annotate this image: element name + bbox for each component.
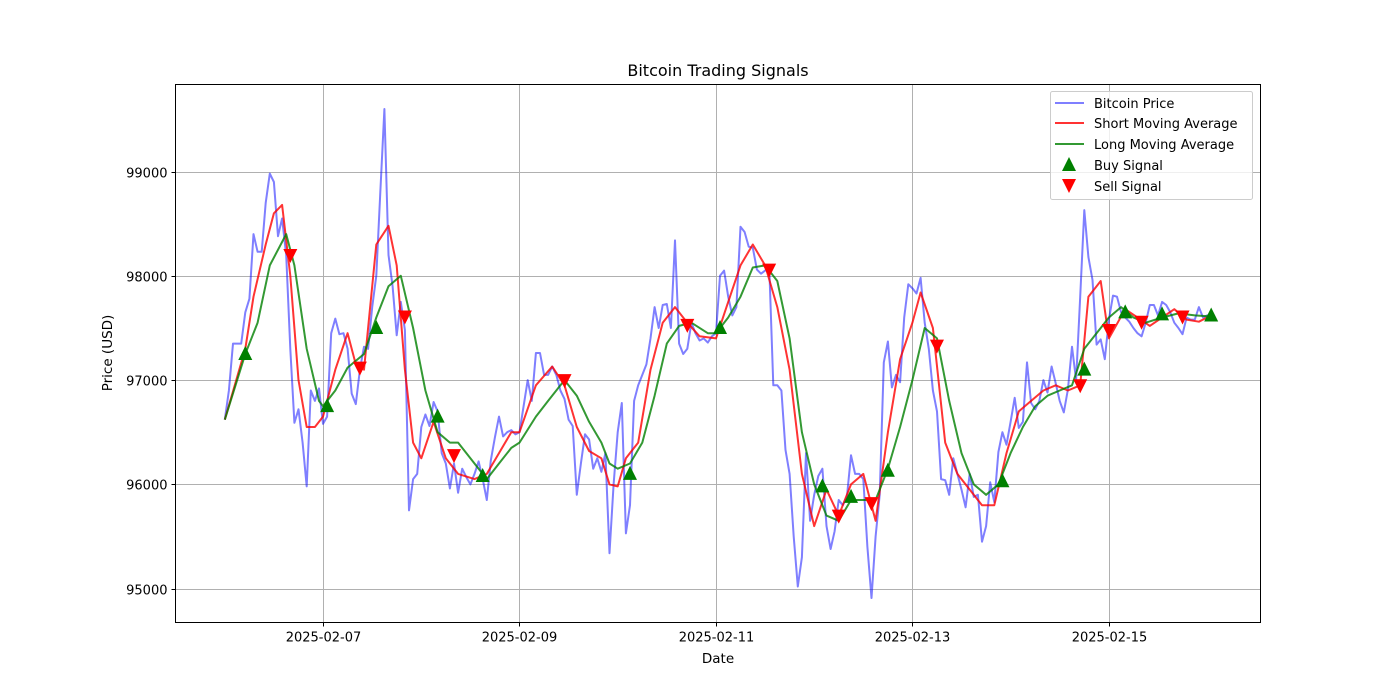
- legend-short-ma-label: Short Moving Average: [1094, 117, 1238, 132]
- sell-signal-marker: [397, 310, 412, 325]
- legend-item-buy: Buy Signal: [1062, 157, 1163, 174]
- buy-signal-marker: [369, 319, 384, 334]
- sell-signal-marker: [447, 449, 462, 464]
- sell-signal-marker: [680, 318, 695, 333]
- sell-signal-marker: [864, 497, 879, 512]
- legend-item-short-ma: Short Moving Average: [1055, 117, 1238, 132]
- y-tick-label: 98000: [126, 271, 167, 286]
- y-axis-label: Price (USD): [100, 315, 116, 392]
- sell-signal-marker: [1101, 324, 1116, 339]
- buy-signal-marker: [1077, 361, 1092, 376]
- sell-signal-marker: [1073, 379, 1088, 394]
- axes-frame: [175, 84, 1261, 623]
- x-tick-label: 2025-02-11: [679, 631, 755, 646]
- legend-item-price: Bitcoin Price: [1055, 97, 1174, 112]
- legend-box: [1050, 91, 1253, 200]
- sell-signal-marker: [831, 509, 846, 524]
- buy-signal-marker: [430, 408, 445, 423]
- legend-price-label: Bitcoin Price: [1094, 97, 1174, 112]
- legend-buy-triangle-icon: [1062, 157, 1076, 171]
- buy-signal-marker: [880, 462, 895, 477]
- sell-signal-marker: [1175, 310, 1190, 325]
- buy-signal-marker: [320, 398, 335, 413]
- x-tick-label: 2025-02-09: [482, 631, 558, 646]
- buy-signal-marker: [1155, 306, 1170, 321]
- plot-area: [223, 108, 1219, 599]
- x-tick-label: 2025-02-13: [875, 631, 951, 646]
- buy-signal-marker: [713, 319, 728, 334]
- sell-signal-marker: [283, 248, 298, 263]
- x-axis-label: Date: [702, 651, 734, 667]
- sell-signal-marker: [929, 339, 944, 354]
- y-tick-label: 99000: [126, 167, 167, 182]
- buy-signal-marker: [238, 346, 253, 361]
- y-axis: 95000 96000 97000 98000 99000: [126, 167, 176, 599]
- buy-signal-marker: [623, 465, 638, 480]
- buy-signal-marker: [844, 488, 859, 503]
- legend: Bitcoin Price Short Moving Average Long …: [1050, 91, 1253, 200]
- buy-signal-marker: [1118, 304, 1133, 319]
- legend-sell-triangle-icon: [1062, 179, 1076, 193]
- legend-sell-label: Sell Signal: [1094, 180, 1162, 195]
- price-line: [223, 108, 1212, 599]
- legend-item-long-ma: Long Moving Average: [1055, 138, 1234, 153]
- legend-long-ma-label: Long Moving Average: [1094, 138, 1234, 153]
- x-tick-label: 2025-02-15: [1072, 631, 1148, 646]
- legend-buy-label: Buy Signal: [1094, 159, 1163, 174]
- buy-signal-marker: [1204, 307, 1219, 322]
- legend-item-sell: Sell Signal: [1062, 179, 1162, 195]
- y-tick-label: 97000: [126, 375, 167, 390]
- sell-signal-marker: [352, 361, 367, 376]
- x-axis: 2025-02-07 2025-02-09 2025-02-11 2025-02-13…: [286, 622, 1148, 646]
- x-tick-label: 2025-02-07: [286, 631, 362, 646]
- buy-signal-marker: [815, 478, 830, 493]
- sell-signal-marker: [762, 263, 777, 278]
- buy-signal-marker: [475, 468, 490, 483]
- buy-signal-marker: [995, 473, 1010, 488]
- chart-title: Bitcoin Trading Signals: [627, 61, 808, 80]
- y-tick-label: 95000: [126, 584, 167, 599]
- long-ma-line: [223, 233, 1212, 522]
- sell-signal-marker: [557, 374, 572, 389]
- sell-signal-marker: [1134, 315, 1149, 330]
- y-tick-label: 96000: [126, 479, 167, 494]
